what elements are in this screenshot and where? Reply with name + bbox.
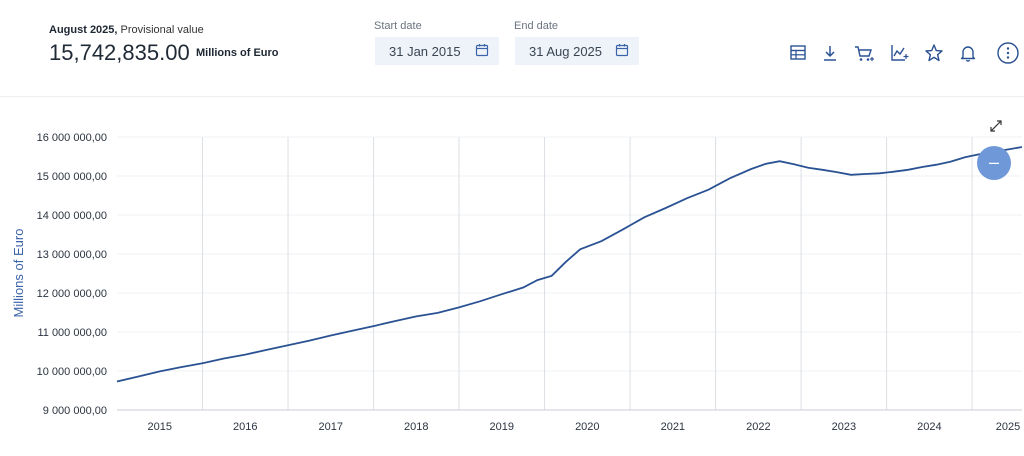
x-axis-ticks: 2015 2016 2017 2018 2019 2020 2021 2022 2023 2024…: [148, 421, 1021, 433]
star-icon[interactable]: [923, 42, 945, 64]
line-chart: 9 000 000,00 10 000 000,00 11 000 000,00 12…: [11, 132, 1023, 433]
x-tick-label: 2017: [319, 421, 343, 433]
y-tick-label: 14 000 000,00: [37, 210, 107, 222]
x-tick-label: 2021: [661, 421, 685, 433]
end-date-field[interactable]: 31 Aug 2025: [515, 37, 639, 65]
y-tick-label: 10 000 000,00: [37, 366, 107, 378]
y-tick-label: 12 000 000,00: [37, 288, 107, 300]
calendar-icon[interactable]: [615, 43, 629, 57]
unit-label: Millions of Euro: [196, 47, 279, 59]
bell-icon[interactable]: [957, 42, 979, 64]
x-tick-label: 2016: [233, 421, 257, 433]
x-tick-label: 2024: [917, 421, 941, 433]
period-label: August 2025, Provisional value: [49, 24, 204, 36]
cart-icon[interactable]: [853, 42, 875, 64]
expand-icon[interactable]: [988, 118, 1004, 134]
y-tick-label: 9 000 000,00: [43, 405, 107, 417]
y-tick-label: 13 000 000,00: [37, 249, 107, 261]
x-tick-label: 2023: [832, 421, 856, 433]
x-tick-label: 2019: [490, 421, 514, 433]
chart-add-icon[interactable]: [888, 42, 910, 64]
current-value: 15,742,835.00: [49, 40, 190, 65]
end-date-value: 31 Aug 2025: [529, 44, 603, 59]
header-bar: August 2025, Provisional value 15,742,83…: [0, 0, 1024, 97]
x-tick-label: 2018: [404, 421, 428, 433]
y-axis-ticks: 9 000 000,00 10 000 000,00 11 000 000,00 12…: [37, 132, 107, 417]
x-tick-label: 2020: [575, 421, 599, 433]
more-icon[interactable]: [996, 41, 1020, 65]
series-line: [116, 146, 1023, 383]
zoom-out-button[interactable]: –: [977, 146, 1011, 180]
start-date-value: 31 Jan 2015: [389, 44, 461, 59]
x-tick-label: 2015: [148, 421, 172, 433]
chart-grid: [117, 136, 1022, 411]
x-tick-label: 2025: [996, 421, 1020, 433]
y-tick-label: 11 000 000,00: [37, 327, 107, 339]
y-tick-label: 15 000 000,00: [37, 171, 107, 183]
start-date-field[interactable]: 31 Jan 2015: [375, 37, 499, 65]
x-tick-label: 2022: [746, 421, 770, 433]
end-date-label: End date: [514, 20, 559, 32]
calendar-icon[interactable]: [475, 43, 489, 57]
table-icon[interactable]: [787, 42, 809, 64]
y-axis-label: Millions of Euro: [11, 229, 26, 318]
download-icon[interactable]: [819, 42, 841, 64]
start-date-label: Start date: [374, 20, 422, 32]
y-tick-label: 16 000 000,00: [37, 132, 107, 144]
